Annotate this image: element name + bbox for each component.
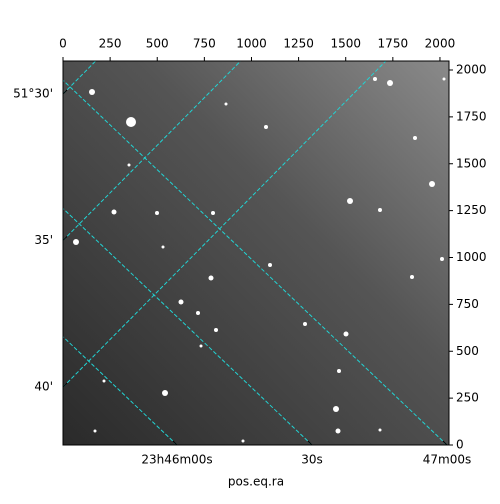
y-tick-label: 750 bbox=[456, 297, 479, 311]
x-tick-label: 250 bbox=[99, 37, 122, 51]
x-tick-label: 0 bbox=[59, 37, 67, 51]
dec-tick-label: 40' bbox=[34, 380, 53, 394]
dec-tick bbox=[62, 236, 68, 241]
ra-tick-label: 30s bbox=[301, 453, 323, 467]
x-axis-label: pos.eq.ra bbox=[228, 475, 284, 489]
dec-tick bbox=[62, 382, 68, 388]
y-tick-label: 1250 bbox=[456, 203, 487, 217]
dec-tick-label: 35' bbox=[34, 233, 53, 247]
stars bbox=[73, 77, 446, 443]
frame bbox=[62, 60, 450, 446]
ra-tick-label: 47m00s bbox=[423, 453, 471, 467]
ra-tick bbox=[442, 440, 448, 446]
dec-grid-line bbox=[63, 61, 387, 388]
dec-tick bbox=[62, 89, 68, 95]
y-tick-label: 1500 bbox=[456, 156, 487, 170]
y-tick-label: 250 bbox=[456, 391, 479, 405]
x-tick-label: 1000 bbox=[236, 37, 267, 51]
y-tick-label: 1750 bbox=[456, 109, 487, 123]
y-tick-label: 0 bbox=[456, 438, 464, 452]
dec-tick-label: 51°30' bbox=[13, 87, 53, 101]
x-tick-label: 1250 bbox=[283, 37, 314, 51]
ra-tick bbox=[307, 440, 313, 446]
ra-tick bbox=[172, 440, 178, 446]
x-tick-label: 1500 bbox=[330, 37, 361, 51]
x-tick-label: 500 bbox=[146, 37, 169, 51]
x-tick-label: 2000 bbox=[425, 37, 456, 51]
y-tick-label: 2000 bbox=[456, 63, 487, 77]
y-tick-label: 1000 bbox=[456, 250, 487, 264]
x-tick-label: 750 bbox=[193, 37, 216, 51]
grid bbox=[63, 61, 448, 445]
sky-image bbox=[63, 61, 449, 445]
x-tick-label: 1750 bbox=[378, 37, 409, 51]
y-tick-label: 500 bbox=[456, 344, 479, 358]
ra-tick-label: 23h46m00s bbox=[141, 453, 212, 467]
